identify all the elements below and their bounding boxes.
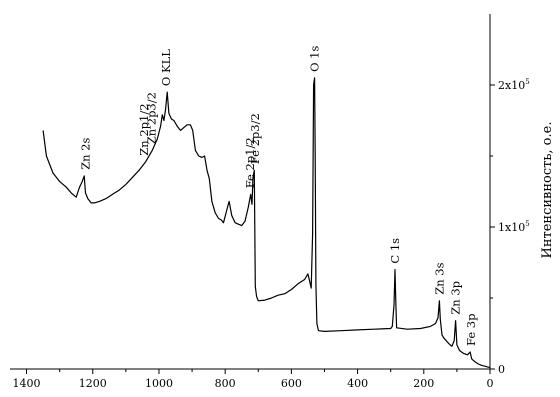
peak-label: Fe 2p3/2 xyxy=(248,113,262,164)
x-tick-label: 0 xyxy=(487,377,494,390)
plot-frame xyxy=(10,14,491,370)
x-tick-label: 800 xyxy=(215,377,236,390)
peak-label: Zn 2p3/2 xyxy=(145,92,159,144)
x-tick-label: 1000 xyxy=(145,377,173,390)
y-tick-label: 0 xyxy=(498,363,505,376)
peak-label: Zn 2s xyxy=(79,138,93,170)
peak-label: C 1s xyxy=(388,238,402,264)
peak-label: Zn 3p xyxy=(449,281,463,315)
x-tick-label: 1400 xyxy=(13,377,41,390)
y-tick-label: 2x105 xyxy=(498,78,530,92)
peak-label: O KLL xyxy=(159,49,173,86)
peak-label: Zn 3s xyxy=(432,262,446,294)
y-axis-title: Интенсивность, о.е. xyxy=(540,122,555,259)
spectrum-series-line xyxy=(42,77,491,369)
y-tick-label: 1x105 xyxy=(498,220,530,234)
x-tick-label: 600 xyxy=(281,377,302,390)
peak-label: Fe 3p xyxy=(464,314,478,347)
peak-label: O 1s xyxy=(308,45,322,71)
peak-labels: Zn 2s Zn 2p1/2Zn 2p3/2O KLL Fe 2p1/2Fe 2p3… xyxy=(79,45,479,346)
x-tick-label: 200 xyxy=(413,377,434,390)
peak-label: Zn 2p1/2 xyxy=(137,103,151,155)
x-tick-label: 400 xyxy=(347,377,368,390)
x-tick-label: 1200 xyxy=(79,377,107,390)
x-ticks: 1400 1200 1000 800 600 400 200 0 xyxy=(13,369,494,390)
peak-label: Fe 2p1/2 xyxy=(243,137,257,188)
y-ticks: 0 1x105 2x105 xyxy=(490,78,530,376)
